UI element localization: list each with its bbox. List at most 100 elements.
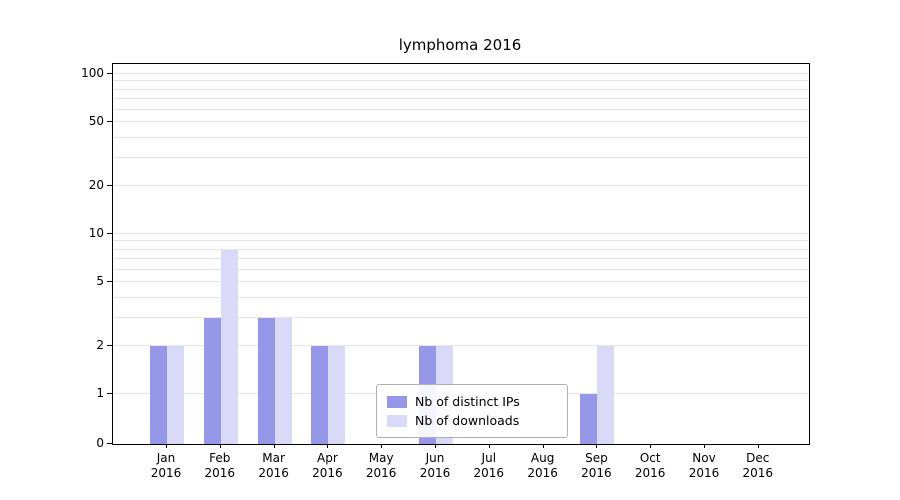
x-tick-mark [596,444,598,448]
y-axis-tick-label: 5 [96,274,104,289]
y-axis-tick-label: 10 [88,226,104,240]
x-axis-tick-label: Jun 2016 [405,451,465,481]
y-tick-mark [107,393,112,394]
bar-downloads-sep [597,345,615,444]
x-tick-mark [327,444,329,448]
gridline [113,121,809,123]
gridline [113,248,809,250]
gridline [113,97,809,99]
x-tick-year: 2016 [258,466,289,480]
legend-swatch-distinct-ips [387,395,407,408]
legend-label-distinct-ips: Nb of distinct IPs [415,394,520,409]
y-tick-mark [107,443,112,444]
bar-downloads-feb [220,249,238,444]
x-tick-mark [704,444,705,448]
legend: Nb of distinct IPs Nb of downloads [376,384,568,438]
x-tick-year: 2016 [473,466,505,480]
plot-area: Nb of distinct IPs Nb of downloads [112,63,810,445]
y-axis-tick-label: 20 [88,177,104,192]
y-axis-tick-label: 2 [96,337,104,352]
gridline [113,184,809,186]
x-tick-month: Aug [530,451,555,465]
y-tick-mark [107,233,112,234]
y-tick-mark [107,73,112,74]
gridline [113,80,809,82]
x-tick-mark [273,444,275,448]
x-axis-tick-label: Sep 2016 [566,451,626,481]
x-tick-year: 2016 [742,466,774,480]
gridline [113,233,809,234]
x-axis-tick-label: May 2016 [351,451,411,481]
gridline [113,316,809,318]
x-tick-mark [381,444,383,448]
bar-distinct-ips-jan [150,345,167,444]
gridline [113,296,809,298]
x-tick-month: Jan [156,451,176,465]
legend-item-distinct-ips: Nb of distinct IPs [387,392,557,411]
bar-downloads-jan [167,345,184,444]
bar-distinct-ips-mar [257,317,275,444]
x-tick-month: Oct [639,451,661,465]
bar-downloads-mar [274,317,292,444]
x-tick-mark [435,444,436,448]
x-tick-year: 2016 [419,466,451,480]
x-tick-month: Jul [481,451,497,465]
y-tick-mark [107,344,112,346]
x-tick-year: 2016 [204,466,236,480]
x-tick-mark [542,444,544,448]
x-tick-year: 2016 [634,466,666,480]
x-tick-year: 2016 [527,466,558,480]
x-axis-tick-label: Jul 2016 [459,451,519,481]
gridline [113,136,809,138]
x-axis-tick-label: Jan 2016 [136,451,196,481]
y-tick-mark [107,184,112,186]
x-tick-month: Dec [746,451,770,465]
x-tick-year: 2016 [688,466,720,480]
x-axis-tick-label: Feb 2016 [190,451,250,481]
x-axis-tick-label: Aug 2016 [513,451,573,481]
x-axis-tick-label: Nov 2016 [674,451,734,481]
x-tick-year: 2016 [581,466,612,480]
x-tick-mark [650,444,652,448]
y-axis-tick-label: 1 [96,386,104,400]
x-tick-year: 2016 [365,466,397,480]
y-axis-tick-label: 100 [81,66,104,80]
x-tick-month: Sep [585,451,608,465]
x-tick-month: Mar [262,451,285,465]
x-axis-tick-label: Apr 2016 [297,451,357,481]
gridline [113,240,809,242]
x-tick-month: Apr [317,451,338,465]
bar-distinct-ips-apr [311,345,329,444]
gridline [113,108,809,110]
bar-distinct-ips-feb [203,317,221,444]
legend-label-downloads: Nb of downloads [415,413,520,428]
x-axis-tick-label: Dec 2016 [728,451,788,481]
gridline [113,156,809,158]
x-tick-mark [166,444,167,448]
chart-title: lymphoma 2016 [398,36,522,54]
y-tick-mark [107,281,112,283]
x-tick-year: 2016 [312,466,343,480]
x-tick-year: 2016 [150,466,182,480]
y-axis-tick-label: 50 [88,114,104,129]
gridline [113,281,809,283]
y-tick-mark [107,121,112,123]
gridline [113,257,809,259]
x-tick-month: May [368,451,394,465]
legend-swatch-downloads [387,414,407,427]
y-axis-tick-label: 0 [96,436,104,450]
gridline [113,344,809,346]
bar-distinct-ips-sep [580,394,598,444]
x-tick-mark [488,444,490,448]
x-tick-month: Feb [209,451,231,465]
x-tick-month: Jun [425,451,445,465]
x-axis-tick-label: Mar 2016 [244,451,304,481]
gridline [113,268,809,270]
x-tick-mark [757,444,759,448]
bar-downloads-apr [328,345,346,444]
gridlines-layer [113,64,809,444]
x-tick-mark [219,444,221,448]
x-axis-tick-label: Oct 2016 [620,451,680,481]
x-tick-month: Nov [692,451,716,465]
